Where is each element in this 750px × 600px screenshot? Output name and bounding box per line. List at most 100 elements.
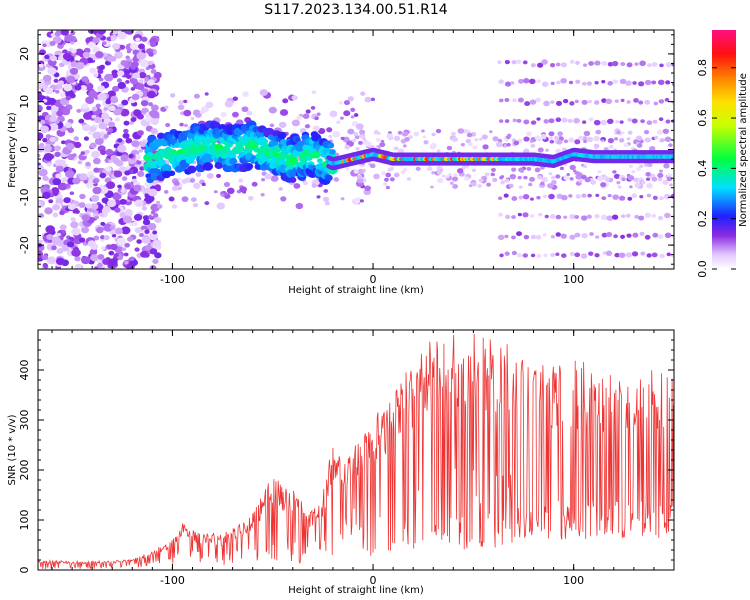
spectrogram-cell <box>124 69 131 75</box>
spectrogram-cell <box>504 214 511 220</box>
snr-xtick-label: 100 <box>563 574 584 587</box>
spectrogram-cell <box>504 97 510 102</box>
spectrogram-cell <box>560 62 567 68</box>
spectrogram-cell <box>141 36 148 42</box>
spectrogram-cell <box>125 55 130 60</box>
spectrogram-cell <box>52 212 59 218</box>
spectrogram-cell <box>600 139 605 143</box>
spectrogram-cell <box>77 160 83 165</box>
spectrogram-cell <box>99 186 109 194</box>
figure-title: S117.2023.134.00.51.R14 <box>264 2 447 18</box>
spectrogram-cell <box>38 63 44 68</box>
spectrogram-cell <box>47 67 57 75</box>
spectrogram-cell <box>510 81 515 85</box>
spectrogram-cell <box>593 135 600 142</box>
spectrogram-cell <box>42 43 47 48</box>
spectrogram-cell <box>658 99 665 104</box>
spectrogram-cell <box>466 132 473 138</box>
spectrogram-cell <box>134 247 140 252</box>
spectrogram-cell <box>522 212 529 218</box>
spectrogram-cell <box>511 167 517 172</box>
spectrogram-cell <box>620 131 625 135</box>
spectrogram-cell <box>669 183 673 187</box>
spectrogram-cell <box>519 185 523 189</box>
spectrogram-cell <box>586 81 593 86</box>
spectrogram-ytick-label: -20 <box>18 236 31 254</box>
spectrogram-cell <box>144 77 150 82</box>
spectrogram-cell <box>568 137 575 143</box>
spectrogram-cell <box>137 130 144 136</box>
spectrogram-cell <box>44 54 50 60</box>
spectrogram-cell <box>81 103 89 109</box>
spectrogram-cell <box>513 140 520 146</box>
spectrogram-cell <box>548 131 555 137</box>
spectrogram-cell <box>110 37 116 42</box>
spectrogram-cell <box>332 130 341 138</box>
spectrogram-cell <box>310 105 316 110</box>
spectrogram-cell <box>616 181 621 185</box>
spectrogram-cell <box>537 175 543 180</box>
spectrogram-cell <box>104 73 114 82</box>
spectrogram-cell <box>111 233 117 238</box>
spectrogram-cell <box>663 163 670 169</box>
spectrogram-cell <box>69 191 75 196</box>
spectrogram-cell <box>71 227 81 236</box>
spectrogram-cell <box>626 137 631 141</box>
spectrogram-cell <box>43 152 54 161</box>
spectrogram-cell <box>600 119 608 126</box>
spectrogram-cell <box>107 121 115 128</box>
spectrogram-cell <box>38 104 43 113</box>
colorbar-label: Normalized spectral amplitude <box>738 73 749 227</box>
spectrogram-cell <box>313 132 320 139</box>
spectrogram-cell <box>90 203 99 210</box>
spectrogram-cell <box>63 84 73 92</box>
spectrogram-cell <box>122 215 133 224</box>
spectrogram-cell <box>633 177 640 183</box>
spectrogram-cell <box>177 104 185 111</box>
spectrogram-cell <box>627 130 633 135</box>
spectrogram-cell <box>94 137 104 145</box>
spectrogram-cell <box>664 136 672 142</box>
spectrogram-cell <box>639 194 644 199</box>
spectrogram-cell <box>131 93 140 101</box>
spectrogram-cell <box>289 176 297 183</box>
spectrogram-cell <box>499 253 504 258</box>
spectrogram-cell <box>373 173 380 180</box>
spectrogram-cell <box>38 213 44 218</box>
spectrogram-cell <box>498 119 504 123</box>
spectrogram-cell <box>280 196 287 202</box>
spectrogram-cell <box>81 226 90 234</box>
spectrogram-cell <box>632 232 639 238</box>
spectrogram-cell <box>150 69 157 74</box>
spectrogram-cell <box>90 254 99 262</box>
spectrogram-cell <box>437 177 444 184</box>
spectrogram-cell <box>126 236 134 242</box>
spectrogram-cell <box>190 197 197 203</box>
spectrogram-cell <box>277 131 287 140</box>
spectrogram-cell <box>322 196 330 202</box>
spectrogram-cell <box>607 61 614 67</box>
spectrogram-cell <box>608 144 614 149</box>
spectrogram-cell <box>523 234 530 240</box>
spectrogram-cell <box>103 133 109 139</box>
spectrogram-cell <box>613 234 618 239</box>
spectrogram-cell <box>220 152 229 160</box>
spectrogram-cell <box>551 176 556 180</box>
spectrogram-cell <box>441 174 446 178</box>
spectrogram-cell <box>370 144 375 149</box>
spectrogram-cell <box>324 201 330 206</box>
spectrogram-cell <box>61 244 70 252</box>
spectrogram-cell <box>65 170 75 179</box>
spectrogram-cell <box>555 100 563 106</box>
spectrogram-cell <box>620 214 626 219</box>
spectrogram-cell <box>42 175 49 181</box>
spectrogram-cell <box>183 109 192 117</box>
spectrogram-cell <box>379 142 386 148</box>
spectrogram-cell <box>116 237 126 246</box>
spectrogram-cell <box>95 103 101 109</box>
spectrogram-cell <box>431 132 436 137</box>
spectrogram-xtick-label: 0 <box>370 273 377 286</box>
spectrogram-cell <box>657 79 665 86</box>
